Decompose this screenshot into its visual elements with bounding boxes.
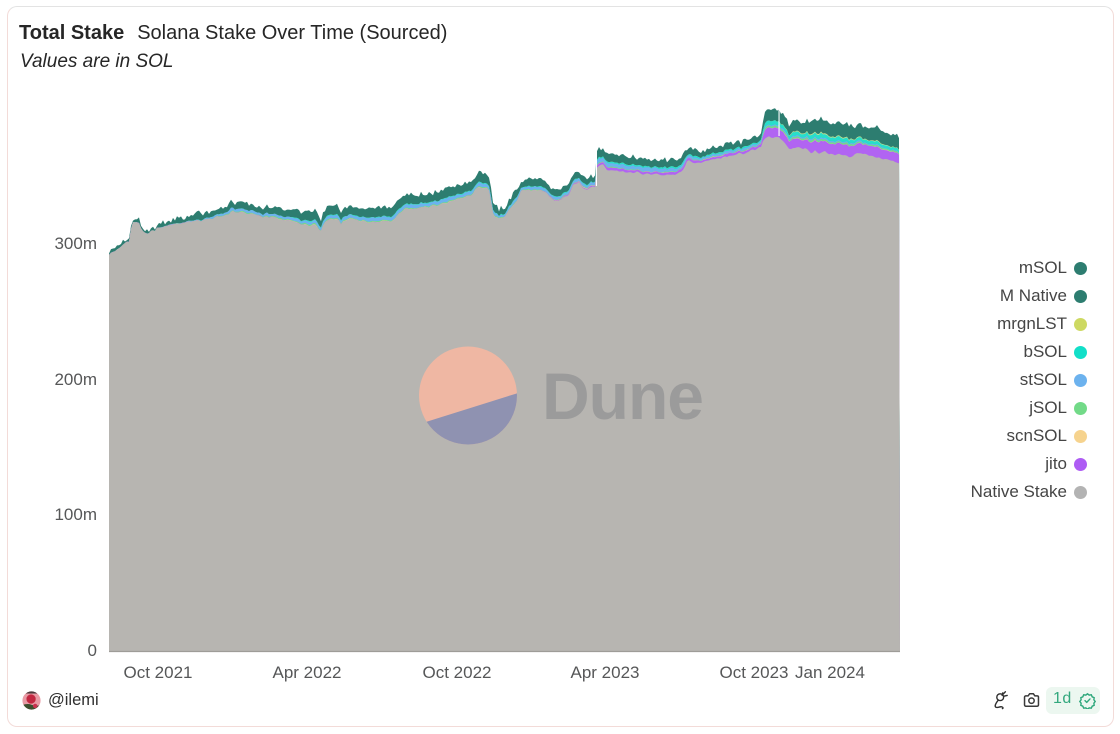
svg-text:Dune: Dune	[542, 359, 703, 433]
